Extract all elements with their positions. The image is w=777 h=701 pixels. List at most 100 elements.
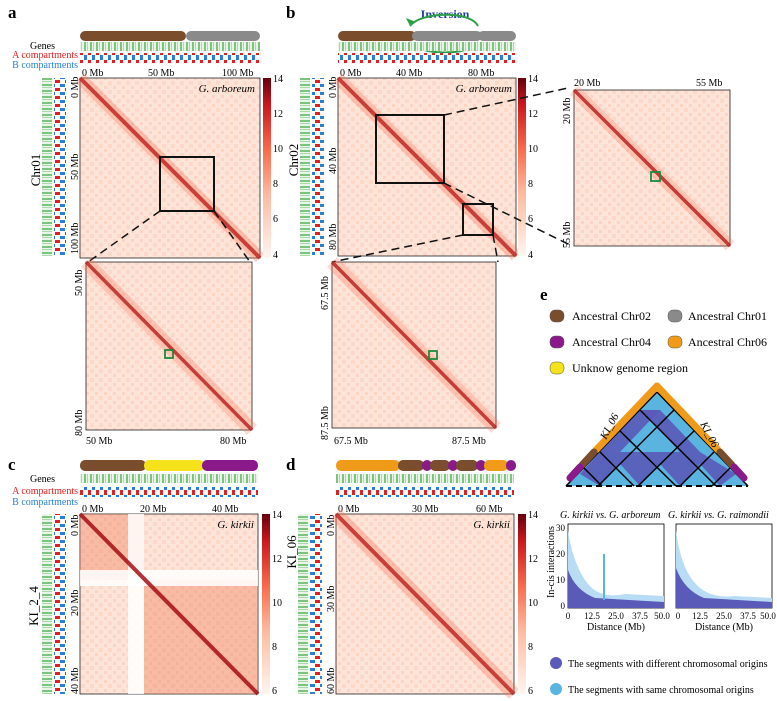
zoom1-y-tick: 20 Mb: [562, 98, 573, 124]
panel-a-x-ticks: 0 Mb 50 Mb 100 Mb: [82, 68, 253, 79]
zoom2-y-tick: 67.5 Mb: [320, 276, 331, 310]
legend-label: Ancestral Chr06: [688, 335, 767, 349]
chrom-bar-chr04-segment: [506, 460, 516, 471]
colorbar-tick: 12: [273, 109, 283, 120]
triangle-edge-chr02: [578, 448, 598, 469]
species-label: G. arboreum: [456, 83, 512, 95]
panel-a: a Genes A compartments B compartments 0 …: [8, 3, 283, 447]
genes-track-label: Genes: [30, 41, 55, 52]
chrom-bar-chr01-segment: [186, 31, 260, 41]
colorbar: [518, 78, 526, 256]
colorbar-tick: 12: [528, 109, 538, 120]
panel-c-y-ticks: 0 Mb 20 Mb 40 Mb: [70, 515, 81, 694]
zoom-x-tick: 50 Mb: [86, 436, 112, 447]
y-tick: 0: [561, 601, 566, 611]
panel-d-y-ticks: 0 Mb 30 Mb 60 Mb: [326, 515, 337, 694]
interaction-triangle: KI_06 KI_06: [565, 382, 749, 487]
colorbar-tick: 12: [272, 554, 282, 565]
legend-swatch: [549, 335, 565, 349]
hic-diagonal: [78, 512, 260, 696]
zoom-box: [159, 156, 215, 212]
panel-c-x-ticks: 0 Mb 20 Mb 40 Mb: [82, 504, 238, 515]
plot1-x-ticks: 0 12.5 25.0 37.5 50.0: [566, 611, 671, 621]
genes-track-vertical: [42, 78, 52, 256]
compartment-track: [338, 53, 516, 63]
x-tick: 37.5: [740, 611, 756, 621]
panel-b-x-ticks: 0 Mb 40 Mb 80 Mb: [340, 68, 494, 79]
colorbar-ticks: 14 12 10 8 6: [528, 510, 538, 697]
x-tick: 50.0: [760, 611, 776, 621]
y-axis-label: In-cis interactions: [546, 526, 557, 598]
zoom-connector: [443, 182, 569, 245]
arrow-head-icon: [406, 18, 416, 26]
x-tick: 100 Mb: [222, 68, 253, 79]
colorbar-tick: 10: [273, 144, 283, 155]
colorbar-tick: 14: [528, 74, 538, 85]
panel-b-y-ticks: 0 Mb 40 Mb 80 Mb: [328, 77, 339, 250]
hic-gap: [128, 514, 144, 694]
chrom-bar-chr04-segment: [476, 460, 486, 471]
colorbar-tick: 6: [273, 214, 278, 225]
legend-label: The segments with same chromosomal origi…: [568, 685, 754, 696]
y-tick: 40 Mb: [70, 668, 81, 694]
x-tick: 50 Mb: [148, 68, 174, 79]
x-axis-label: Distance (Mb): [587, 622, 645, 633]
legend-dot: [550, 657, 562, 669]
zoom-y-tick: 50 Mb: [74, 270, 85, 296]
panel-b-letter: b: [286, 3, 295, 22]
zoom1-ticks: 20 Mb 55 Mb 20 Mb 55 Mb: [562, 78, 722, 248]
zoom-connector: [87, 210, 161, 263]
colorbar-tick: 12: [528, 554, 538, 565]
a-compartments-label: A compartments: [12, 50, 78, 61]
y-tick: 20 Mb: [70, 590, 81, 616]
colorbar-tick: 8: [272, 642, 277, 653]
colorbar-tick: 8: [273, 179, 278, 190]
x-tick: 60 Mb: [476, 504, 502, 515]
species-label: G. kirkii: [217, 519, 254, 531]
hic-zoom-diagonal-halo: [81, 257, 257, 435]
chrom-bar-unknown-segment: [144, 460, 204, 471]
plot1-title: G. kirkii vs. G. arboreum: [560, 510, 660, 521]
genes-track-vertical: [298, 514, 308, 694]
x-tick: 25.0: [716, 611, 732, 621]
y-tick: 0 Mb: [326, 515, 337, 536]
zoom2-x-tick: 87.5 Mb: [452, 436, 486, 447]
colorbar: [263, 78, 271, 258]
compartment-track-vertical: [54, 514, 66, 694]
colorbar-ticks: 14 12 10 8 6 4: [273, 74, 283, 261]
y-tick: 0 Mb: [328, 77, 339, 98]
plot2-x-ticks: 0 12.5 25.0 37.5 50.0: [676, 611, 777, 621]
b-compartments-label: B compartments: [12, 497, 78, 508]
y-tick: 80 Mb: [328, 224, 339, 250]
bottom-legend: The segments with different chromosomal …: [550, 657, 768, 696]
hic-diagonal: [78, 76, 262, 260]
genes-track: [338, 42, 516, 51]
triangle-edge-chr04: [566, 463, 584, 482]
legend-swatch: [667, 335, 683, 349]
panel-d-x-ticks: 0 Mb 30 Mb 60 Mb: [338, 504, 502, 515]
chrom-bar-chr02-segment: [430, 460, 450, 471]
y-tick: 30 Mb: [326, 586, 337, 612]
x-tick: 0 Mb: [82, 504, 103, 515]
density-plot-1: 30 20 10 0 0 12.5 25.0 37.5 50.0 Distanc…: [556, 523, 670, 633]
legend-label: Ancestral Chr04: [572, 335, 651, 349]
x-tick: 0: [676, 611, 681, 621]
colorbar-tick: 8: [528, 642, 533, 653]
zoom1-x-tick: 55 Mb: [696, 78, 722, 89]
genes-track: [80, 42, 260, 51]
chrom-label: KI_06: [284, 535, 299, 569]
zoom-x-tick: 80 Mb: [220, 436, 246, 447]
hic-zoom1-diagonal: [572, 88, 732, 248]
legend-label: Ancestral Chr02: [572, 309, 651, 323]
chrom-label: Chr01: [28, 154, 43, 187]
x-tick: 0: [566, 611, 571, 621]
colorbar-tick: 10: [272, 598, 282, 609]
genes-track-vertical: [300, 78, 310, 256]
x-tick: 40 Mb: [212, 504, 238, 515]
zoom-marker: [650, 171, 661, 182]
legend: Ancestral Chr02 Ancestral Chr01 Ancestra…: [549, 309, 767, 375]
genes-track-vertical: [42, 514, 52, 694]
y-tick: 40 Mb: [328, 148, 339, 174]
density-same-origin: [568, 530, 664, 608]
